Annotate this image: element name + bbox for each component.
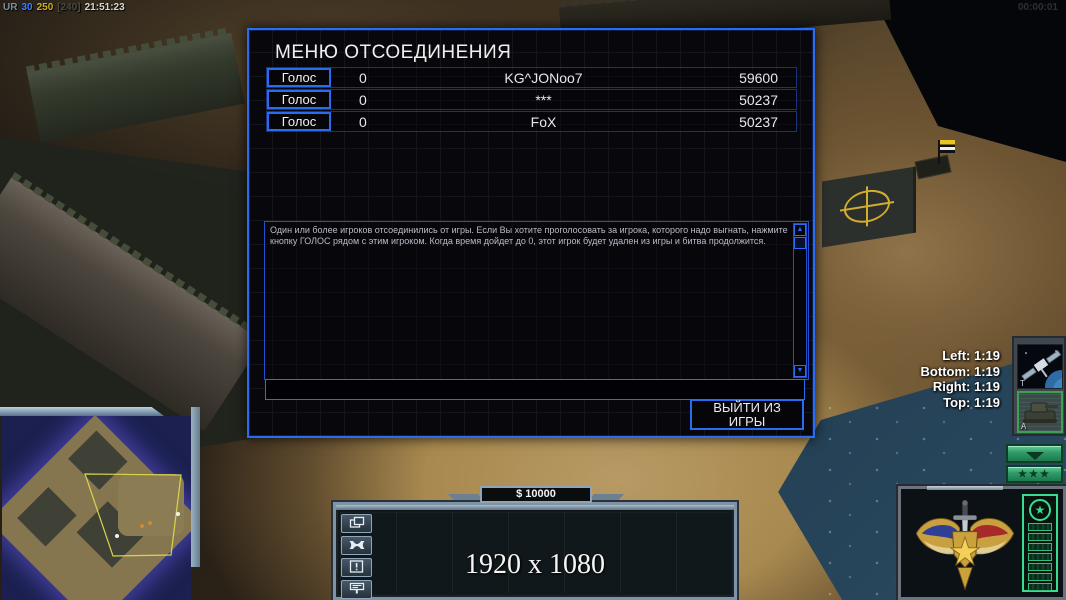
windows-icon (349, 516, 364, 528)
player-timeout: 50237 (739, 113, 778, 130)
exit-game-button[interactable]: ВЫЙТИ ИЗ ИГРЫ (690, 399, 804, 430)
dialog-title: МЕНЮ ОТСОЕДИНЕНИЯ (275, 42, 512, 63)
debug-value: 250 (36, 2, 54, 13)
command-bar: 1920 x 1080 (333, 502, 737, 600)
sign-icon (349, 582, 364, 594)
tank-icon (1023, 402, 1058, 423)
chat-input[interactable] (265, 379, 805, 400)
rank-ladder: ★ (1022, 494, 1058, 592)
vote-count: 0 (359, 69, 367, 86)
debug-clock: 21:51:23 (84, 2, 125, 13)
timer-left: Left: 1:19 (942, 348, 1000, 363)
flag-pole (938, 140, 940, 164)
minimap-frame-right (191, 407, 200, 567)
scrollbar[interactable]: ▲ ▼ (793, 223, 807, 378)
scroll-down-icon[interactable]: ▼ (794, 365, 806, 377)
command-bar-grid (340, 512, 730, 593)
scroll-up-icon[interactable]: ▲ (794, 224, 806, 236)
rank-step (1028, 533, 1052, 541)
minimap-unit-dot (140, 524, 144, 528)
collapse-panel-button[interactable] (1006, 444, 1063, 463)
helipad-marking (844, 186, 890, 226)
command-bar-buttons (341, 514, 373, 600)
player-row: Голос 0 FoX 50237 (266, 111, 797, 132)
player-timeout: 59600 (739, 69, 778, 86)
player-name: KG^JONoo7 (504, 69, 583, 86)
faction-panel: ★ (898, 486, 1066, 600)
debug-bracket: [240] (57, 2, 81, 13)
rank-star-icon: ★ (1029, 499, 1051, 521)
info-textarea: Один или более игроков отсоединились от … (264, 221, 809, 380)
options-button[interactable] (341, 514, 372, 533)
cameo-hotkey: A (1021, 422, 1027, 431)
minimap-panel (0, 407, 205, 600)
rank-step (1028, 583, 1052, 591)
exclamation-icon (349, 560, 364, 573)
repair-button[interactable] (341, 536, 372, 555)
timer-bottom: Bottom: 1:19 (920, 363, 1000, 379)
minimap-unit-dot (115, 534, 119, 538)
cameo-hotkey: T (1020, 379, 1025, 388)
rally-flag (940, 140, 955, 153)
minimap-frame (0, 407, 205, 416)
rank-step (1028, 573, 1052, 581)
vote-button[interactable]: Голос (267, 90, 331, 109)
minimap-unit-dot (148, 521, 152, 525)
debug-prefix: UR (3, 2, 18, 13)
exit-button-line1: ВЫЙТИ ИЗ (713, 400, 781, 415)
vote-button[interactable]: Голос (267, 112, 331, 131)
vote-count: 0 (359, 113, 367, 130)
player-name: *** (535, 91, 552, 108)
minimap-unit-dot (176, 512, 180, 516)
usa-faction-emblem (915, 500, 1015, 591)
rank-step (1028, 543, 1052, 551)
player-row: Голос 0 KG^JONoo7 59600 (266, 67, 797, 88)
player-timeout: 50237 (739, 91, 778, 108)
vote-button[interactable]: Голос (267, 68, 331, 87)
match-timer: 00:00:01 (1017, 2, 1058, 13)
scrollbar-thumb[interactable] (794, 237, 806, 249)
player-name: FoX (530, 113, 557, 130)
disconnect-info-text: Один или более игроков отсоединились от … (270, 225, 788, 246)
money-display: $ 10000 (480, 486, 592, 503)
player-list: Голос 0 KG^JONoo7 59600 Голос 0 *** 5023… (266, 67, 797, 133)
minimap[interactable] (2, 416, 191, 600)
rank-step (1028, 523, 1052, 531)
minimap-view-frustum (84, 473, 182, 557)
wrench-icon (349, 540, 364, 549)
debug-status-line: UR 30 250 [240] 21:51:23 (3, 2, 129, 13)
timer-top: Top: 1:19 (943, 394, 1000, 410)
player-row: Голос 0 *** 50237 (266, 89, 797, 110)
debug-fps: 30 (21, 2, 33, 13)
rank-stars-button[interactable]: ★★★ (1006, 465, 1063, 483)
satellite-cameo[interactable]: T (1017, 344, 1063, 389)
vehicle-cameo[interactable]: A (1017, 391, 1063, 433)
scrollbar-track[interactable] (794, 250, 806, 365)
timer-right: Right: 1:19 (932, 379, 1000, 394)
down-arrow-icon (1025, 451, 1044, 460)
exit-button-line2: ИГРЫ (728, 414, 766, 429)
rank-step (1028, 553, 1052, 561)
rank-step (1028, 563, 1052, 571)
alert-button[interactable] (341, 558, 372, 577)
cameo-strip: T A (1012, 336, 1066, 436)
vote-count: 0 (359, 91, 367, 108)
disconnect-menu-dialog: МЕНЮ ОТСОЕДИНЕНИЯ Голос 0 KG^JONoo7 5960… (247, 28, 815, 438)
resolution-label: 1920 x 1080 (465, 549, 605, 580)
beacon-button[interactable] (341, 580, 372, 599)
satellite-icon (1021, 350, 1062, 388)
disconnect-timer-list: Left: 1:19 Bottom: 1:19 Right: 1:19 Top:… (860, 348, 1000, 410)
minimap-sand-area (118, 474, 184, 536)
